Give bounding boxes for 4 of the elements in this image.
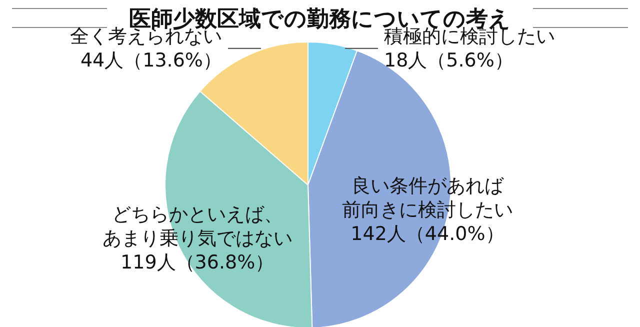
slice-label: どちらかといえば、あまり乗り気ではない <box>102 203 292 250</box>
data-label: 18人（5.6%） <box>384 49 514 72</box>
data-label: 142人（44.0%） <box>350 222 504 245</box>
data-label: 44人（13.6%） <box>80 49 222 72</box>
